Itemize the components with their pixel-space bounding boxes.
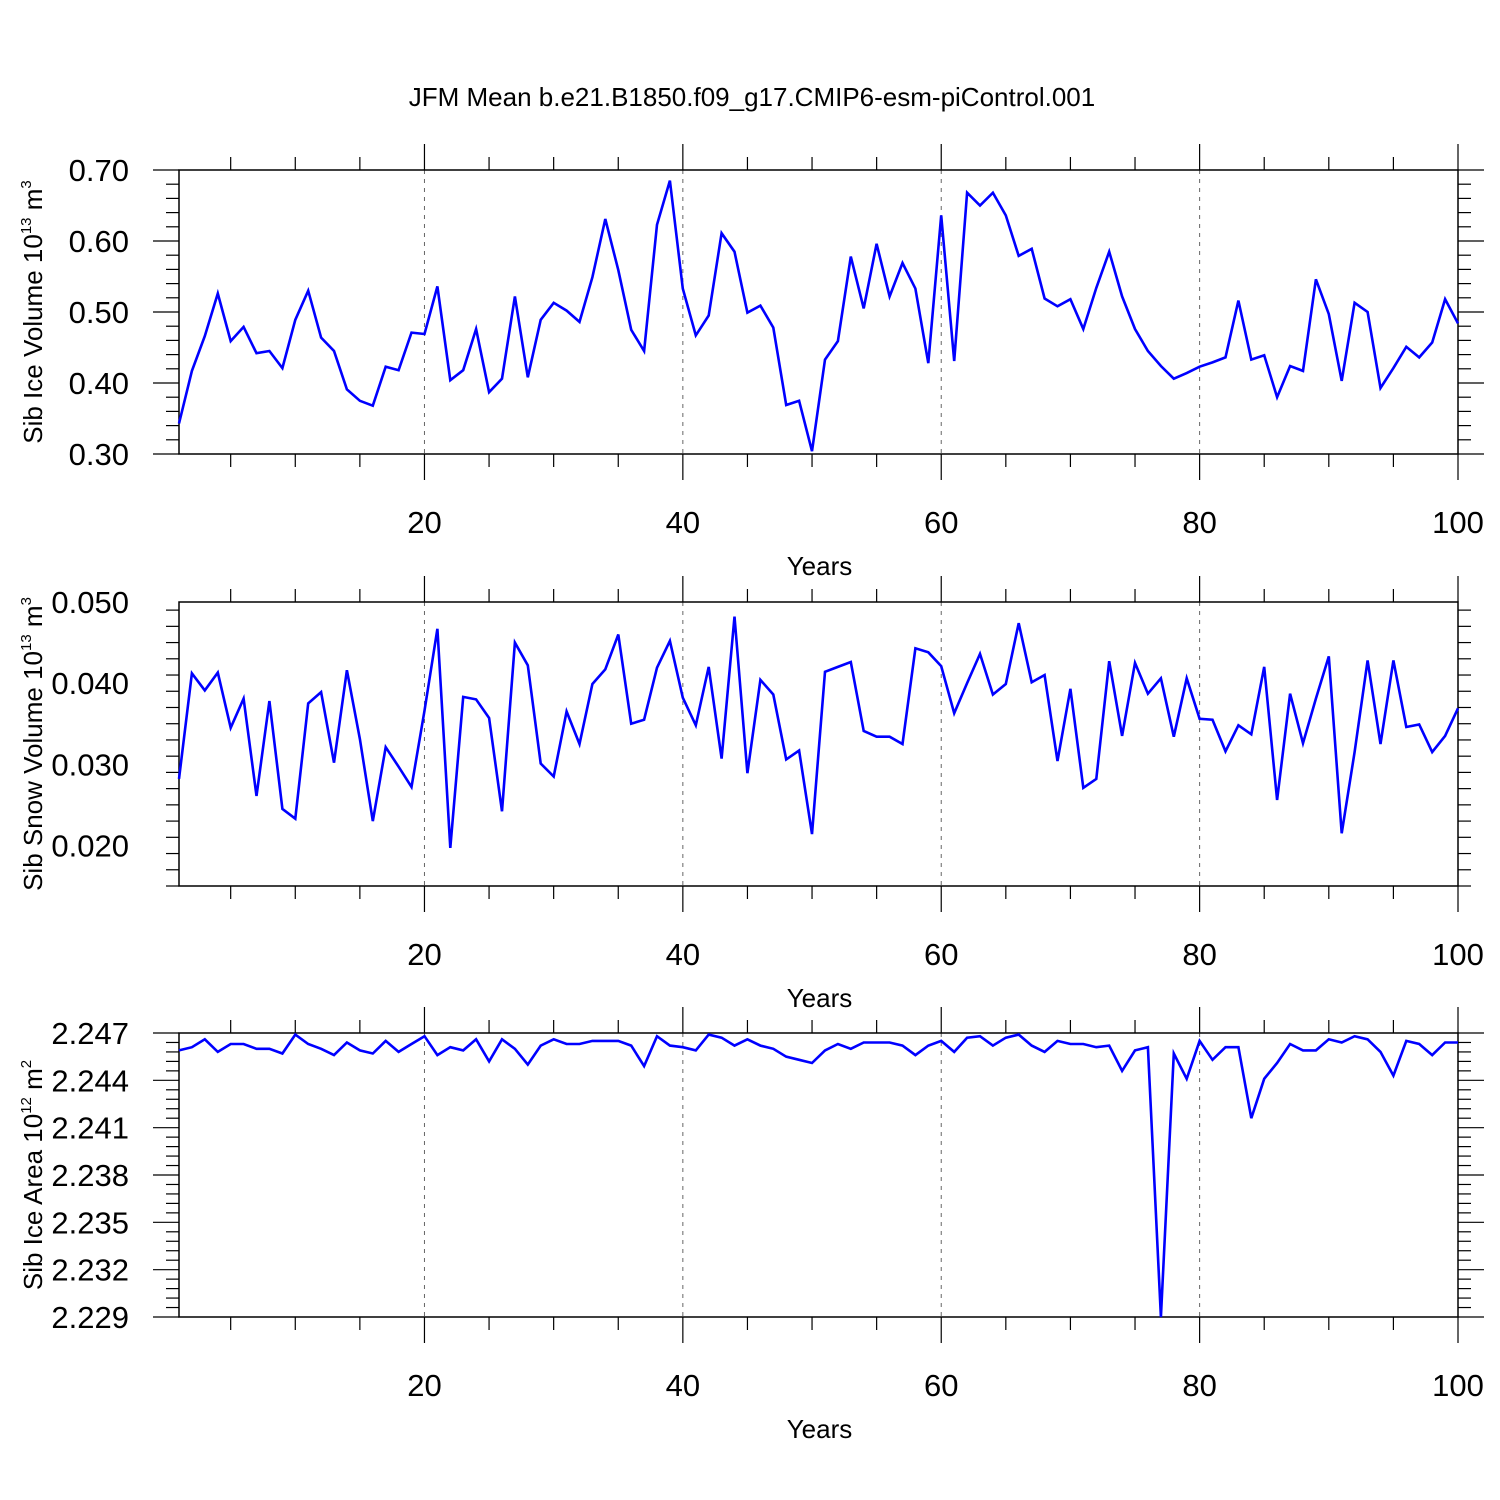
panel-1: 20 40 60 80 100 0.30 0.40 0.50 0.60 0.70 Years Sib … (18, 144, 1484, 581)
series-line (177, 616, 1460, 849)
y-axis-label-part: Sib Ice Volume 10 (18, 234, 48, 444)
y-tick-label: 2.241 (51, 1111, 129, 1146)
y-tick-label: 2.232 (51, 1253, 129, 1288)
y-tick-label: 2.229 (51, 1300, 129, 1335)
y-tick-label: 0.30 (69, 437, 129, 472)
y-axis-label-superscript: 13 (18, 634, 35, 651)
x-tick-label: 100 (1432, 1368, 1484, 1403)
x-tick-label: 60 (924, 937, 958, 972)
y-tick-label: 0.050 (51, 585, 129, 620)
y-tick-label: 0.70 (69, 153, 129, 188)
y-axis-label-part: m (18, 189, 48, 218)
y-tick-label: 2.247 (51, 1016, 129, 1051)
y-tick-label: 2.238 (51, 1158, 129, 1193)
x-tick-label: 100 (1432, 505, 1484, 540)
series-line (178, 1032, 1458, 1318)
x-axis-label: Years (787, 1414, 853, 1444)
x-tick-label: 100 (1432, 937, 1484, 972)
y-axis-label-part: Sib Ice Area 10 (18, 1114, 48, 1290)
x-tick-label: 80 (1182, 937, 1216, 972)
series-line (177, 180, 1460, 452)
y-axis-label: Sib Ice Area 1012 m2 (18, 1060, 48, 1290)
x-axis-label: Years (787, 551, 853, 581)
x-tick-label: 40 (666, 1368, 700, 1403)
y-axis-label: Sib Ice Volume 1013 m3 (18, 180, 48, 444)
x-tick-label: 40 (666, 937, 700, 972)
x-tick-label: 80 (1182, 1368, 1216, 1403)
y-tick-label: 0.60 (69, 224, 129, 259)
x-tick-label: 20 (407, 937, 441, 972)
y-axis-label-part: m (18, 1068, 48, 1097)
y-tick-label: 2.244 (51, 1063, 129, 1098)
y-axis-label-superscript: 3 (18, 180, 35, 188)
chart-title: JFM Mean b.e21.B1850.f09_g17.CMIP6-esm-p… (409, 82, 1095, 112)
y-tick-label: 0.030 (51, 747, 129, 782)
y-axis-label-part: m (18, 605, 48, 634)
y-axis-label-superscript: 13 (18, 217, 35, 234)
plot-frame (178, 601, 1459, 887)
panel-3: 20 40 60 80 100 2.229 2.232 2.235 2.238 2.241 2.24… (18, 1007, 1484, 1444)
y-axis-label-superscript: 12 (18, 1097, 35, 1114)
x-tick-label: 20 (407, 1368, 441, 1403)
y-axis-label-superscript: 2 (18, 1060, 35, 1068)
y-axis-label: Sib Snow Volume 1013 m3 (18, 597, 48, 891)
x-tick-label: 80 (1182, 505, 1216, 540)
y-tick-label: 0.020 (51, 828, 129, 863)
y-tick-label: 0.40 (69, 366, 129, 401)
x-tick-label: 40 (666, 505, 700, 540)
x-tick-label: 60 (924, 1368, 958, 1403)
y-tick-label: 2.235 (51, 1205, 129, 1240)
y-axis-label-superscript: 3 (18, 597, 35, 605)
y-axis-label-part: Sib Snow Volume 10 (18, 651, 48, 891)
y-tick-label: 0.50 (69, 295, 129, 330)
x-tick-label: 20 (407, 505, 441, 540)
y-tick-label: 0.040 (51, 666, 129, 701)
panel-2: 20 40 60 80 100 0.020 0.030 0.040 0.050 Years Sib … (18, 576, 1484, 1013)
x-tick-label: 60 (924, 505, 958, 540)
x-axis-label: Years (787, 983, 853, 1013)
